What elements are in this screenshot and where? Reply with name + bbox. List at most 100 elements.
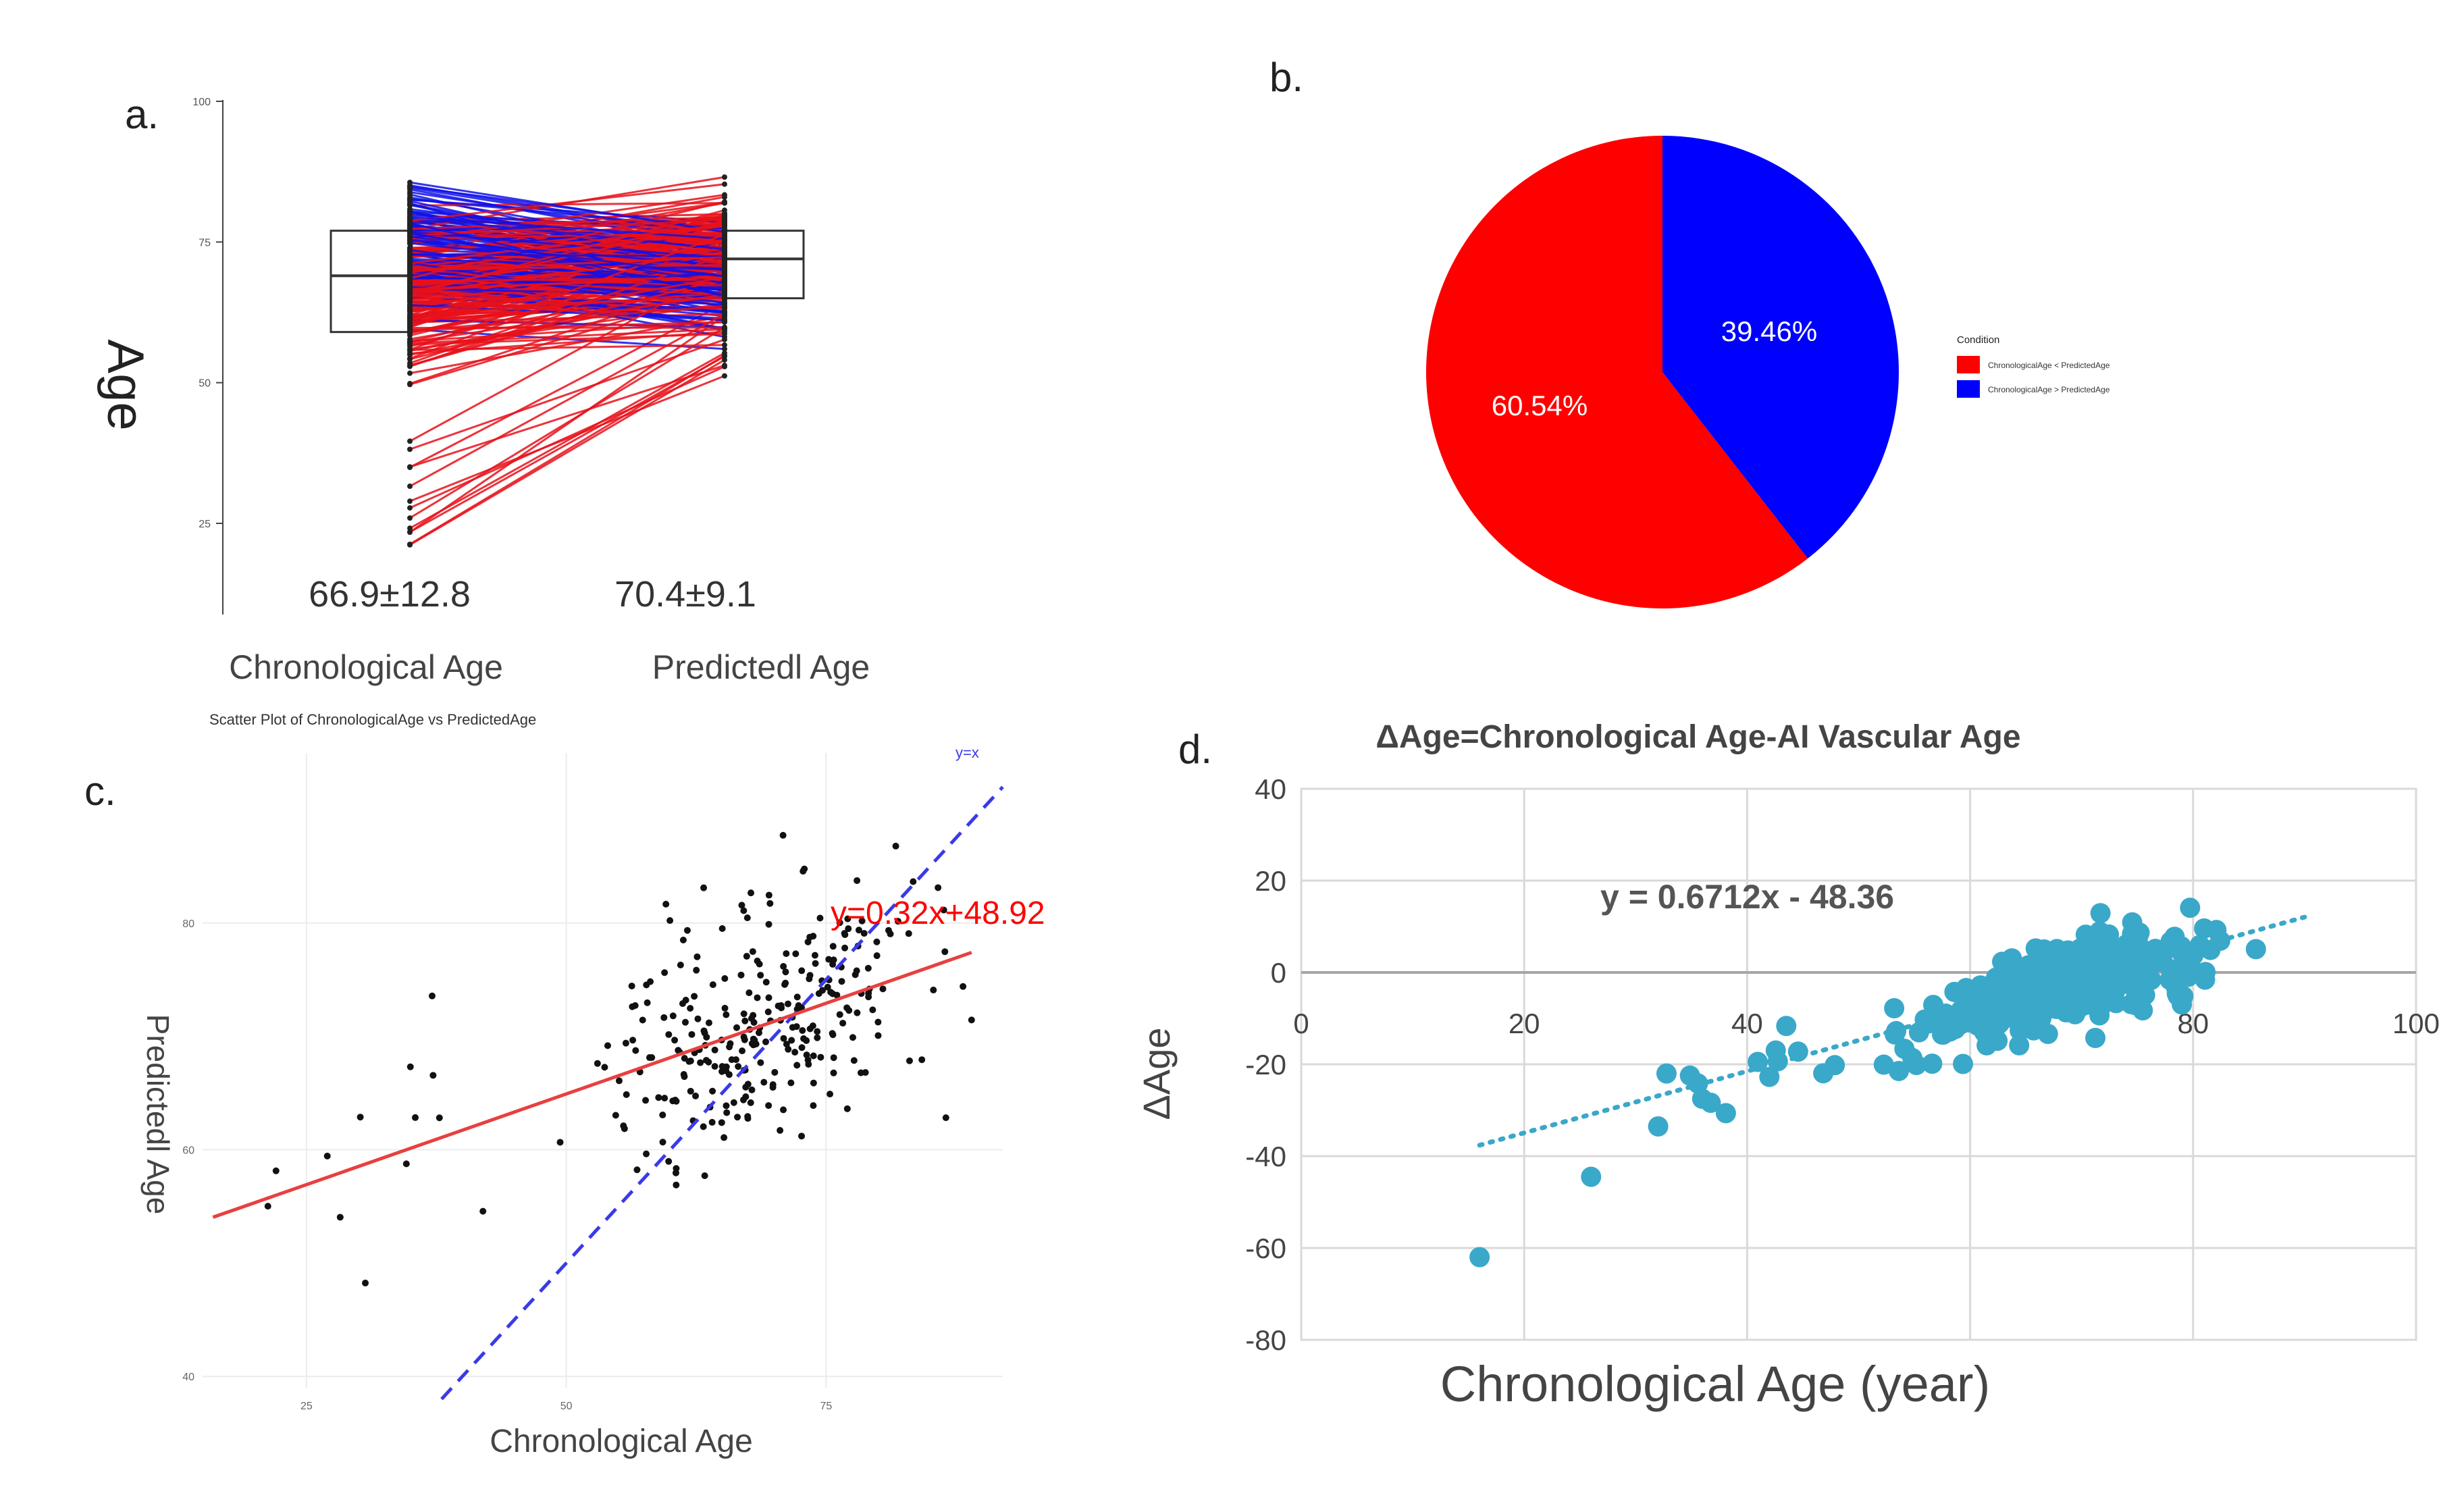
panel-d-point <box>1977 1003 1998 1024</box>
panel-d-point <box>1959 1012 1980 1033</box>
panel-c-point <box>930 987 937 994</box>
panel-a-y-label: Age <box>97 339 154 430</box>
panel-c-point <box>739 1047 746 1055</box>
panel-c-point <box>854 877 861 884</box>
panel-c-point <box>850 1057 858 1064</box>
chronological-age-dot <box>407 314 413 320</box>
chronological-age-dot <box>407 289 413 295</box>
paired-line <box>409 256 725 272</box>
panel-c-point <box>679 936 687 943</box>
panel-c-point <box>632 1047 639 1054</box>
panel-c-point <box>633 1166 641 1174</box>
panel-c-point <box>734 1114 741 1121</box>
chronological-age-dot <box>407 381 413 387</box>
chronological-age-dot <box>407 505 413 511</box>
box-predicted-age <box>718 230 805 300</box>
panel-d-point <box>1748 1051 1768 1072</box>
panel-c-point <box>738 902 745 909</box>
panel-c-point <box>841 944 849 952</box>
panel-d-points <box>1469 897 2266 1268</box>
panel-d-point <box>1873 1054 1894 1075</box>
paired-line <box>409 215 725 230</box>
panel-c-point <box>655 1094 662 1101</box>
panel-c-point <box>816 914 824 922</box>
chronological-age-dot <box>407 298 413 304</box>
panel-d-point <box>2032 948 2053 969</box>
panel-c-point <box>810 1102 817 1110</box>
panel-d-point <box>2082 952 2103 972</box>
panel-c-point <box>841 931 849 939</box>
paired-line <box>409 313 725 488</box>
panel-c-point <box>721 1004 729 1012</box>
panel-c-point <box>735 1063 742 1070</box>
panel-c-point <box>411 1114 419 1121</box>
chronological-age-dot <box>407 370 413 376</box>
panel-c-y-tick-label: 60 <box>182 1145 194 1157</box>
predicted-age-dot <box>722 199 727 205</box>
panel-d-point <box>2099 924 2120 945</box>
paired-dots <box>407 174 727 548</box>
panel-d-point <box>1939 1021 1960 1042</box>
panel-c-point <box>766 900 774 907</box>
panel-c-point <box>701 1172 708 1179</box>
panel-c-point <box>750 1012 757 1019</box>
panel-c-point <box>829 1030 836 1037</box>
panel-c-point <box>830 1054 837 1062</box>
panel-c-point <box>824 983 831 991</box>
panel-c-point <box>782 968 789 976</box>
panel-c-point <box>814 1028 821 1035</box>
panel-c-point <box>906 1057 913 1064</box>
panel-c-point <box>622 1039 629 1047</box>
panel-c-point <box>264 1203 271 1210</box>
panel-c-point <box>793 993 801 1001</box>
panel-c-point <box>864 964 872 972</box>
panel-c-point <box>879 985 887 993</box>
panel-d-point <box>2180 897 2201 918</box>
panel-b: b. 60.54% 39.46% Condition Chronological… <box>1269 55 2110 609</box>
chronological-age-dot <box>407 260 413 266</box>
panel-c-point <box>556 1139 564 1146</box>
panel-d-x-label: Chronological Age (year) <box>1440 1356 1990 1412</box>
panel-c-point <box>793 1023 800 1031</box>
panel-c-point <box>680 1071 687 1078</box>
panel-a-y-tick-label: 100 <box>192 97 211 108</box>
panel-c-point <box>843 1004 851 1012</box>
panel-d-point <box>1902 1047 1922 1068</box>
panel-c-point <box>723 1109 731 1116</box>
panel-c-point <box>601 1064 608 1071</box>
panel-d-point <box>2038 998 2059 1019</box>
chronological-age-dot <box>407 438 413 444</box>
panel-d-point <box>2171 942 2192 963</box>
panel-c-point <box>740 1010 748 1018</box>
panel-c-point <box>700 1123 707 1130</box>
panel-c-point <box>838 978 845 985</box>
panel-c-point <box>787 1079 795 1087</box>
panel-c-point <box>814 1034 821 1041</box>
panel-c-point <box>659 1112 666 1119</box>
predicted-age-dot <box>722 336 727 342</box>
predicted-age-dot <box>722 363 727 369</box>
panel-c-point <box>693 966 700 974</box>
panel-c-point <box>675 1047 682 1054</box>
panel-c-point <box>855 927 862 934</box>
panel-c-point <box>718 1119 725 1126</box>
panel-d-point <box>2080 994 2101 1015</box>
panel-c-point <box>857 1069 864 1076</box>
panel-c: c. Scatter Plot of ChronologicalAge vs P… <box>84 711 1045 1459</box>
panel-c-point <box>792 950 800 958</box>
panel-c-point <box>829 943 837 950</box>
chronological-age-dot <box>407 464 413 470</box>
panel-c-point <box>694 1015 702 1022</box>
panel-c-point <box>827 1091 834 1098</box>
chronological-age-dot <box>407 180 413 186</box>
panel-d-point <box>2206 920 2227 941</box>
paired-line <box>409 232 725 284</box>
panel-c-point <box>688 1031 696 1038</box>
chronological-age-dot <box>407 189 413 195</box>
panel-c-point <box>765 891 772 899</box>
predicted-age-dot <box>722 280 727 286</box>
panel-d-point <box>1885 1024 1906 1045</box>
chronological-age-dot <box>407 498 413 504</box>
chronological-age-dot <box>407 198 413 204</box>
panel-c-point <box>942 1114 949 1122</box>
